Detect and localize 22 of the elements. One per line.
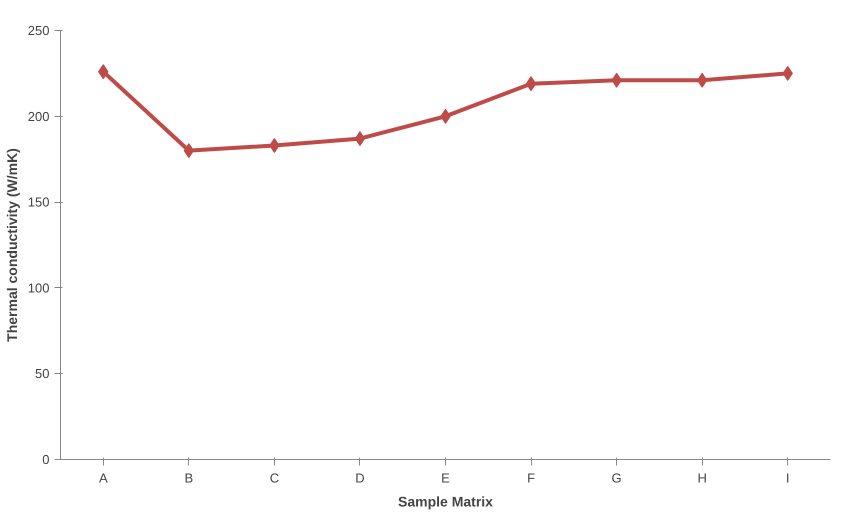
point xyxy=(354,131,366,146)
x-tick-label: D xyxy=(355,470,365,486)
x-tick-label: A xyxy=(98,470,108,486)
x-tick-label: G xyxy=(612,470,622,486)
x-tick-label: E xyxy=(441,470,450,486)
y-tick-label: 100 xyxy=(28,280,50,296)
point xyxy=(269,138,280,153)
x-tick-label: F xyxy=(527,470,536,486)
x-tick-label: I xyxy=(786,470,790,486)
x-tick-label: H xyxy=(697,470,707,486)
y-axis-title: Thermal conductivity (W/mK) xyxy=(4,148,20,342)
x-tick-label: B xyxy=(184,470,194,486)
point xyxy=(611,72,622,88)
x-axis-title: Sample Matrix xyxy=(398,494,494,510)
y-tick-label: 50 xyxy=(35,366,50,382)
point xyxy=(526,76,536,92)
y-tick-label: 150 xyxy=(28,194,50,210)
x-tick-label: C xyxy=(270,470,280,486)
point xyxy=(440,108,451,124)
y-tick-label: 200 xyxy=(28,108,50,124)
y-tick-label: 0 xyxy=(42,452,50,467)
y-tick-label: 250 xyxy=(28,23,50,38)
